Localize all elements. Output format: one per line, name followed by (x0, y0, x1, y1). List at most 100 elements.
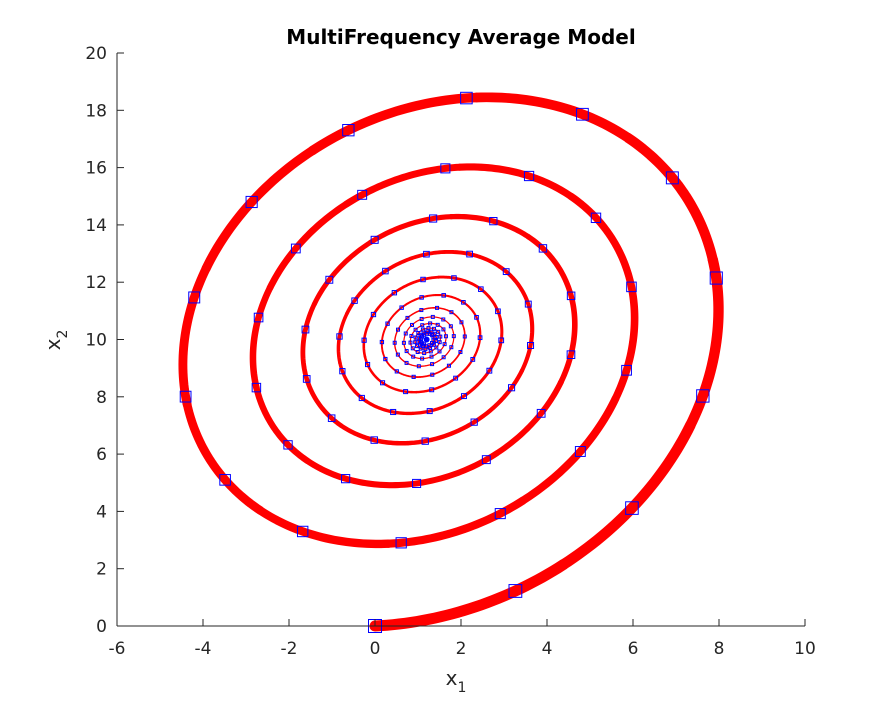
trajectory-line-segment (477, 286, 502, 321)
trajectory-marker (420, 356, 425, 361)
trajectory-marker (416, 330, 421, 335)
trajectory-marker (253, 312, 264, 323)
trajectory-line-segment (437, 275, 481, 290)
trajectory-marker (370, 311, 377, 318)
trajectory-marker (507, 384, 516, 392)
trajectory-marker (404, 349, 409, 354)
trajectory-line-segment (396, 275, 440, 292)
trajectory-marker (443, 334, 448, 339)
trajectory-line-segment (381, 350, 397, 372)
trajectory-line-segment (443, 333, 447, 346)
trajectory-marker (341, 474, 351, 484)
trajectory-marker (420, 276, 426, 283)
trajectory-line-segment (338, 361, 369, 404)
trajectory-marker (621, 364, 632, 376)
trajectory-marker (438, 334, 443, 339)
trajectory-line-segment (404, 361, 423, 367)
trajectory-end-marker (423, 336, 430, 343)
trajectory-line-segment (452, 312, 465, 330)
trajectory-line-segment (456, 163, 575, 201)
trajectory-marker (536, 408, 546, 418)
axes-layer: -6 -4 -2 0 2 4 6 8 10 0 2 4 6 8 10 12 14 16 18 20 (85, 44, 815, 659)
trajectory-marker (696, 389, 710, 403)
trajectory-line-segment (434, 293, 465, 304)
trajectory-marker (459, 320, 464, 325)
trajectory-marker (422, 342, 427, 347)
trajectory-marker (486, 367, 493, 374)
trajectory-line-segment (201, 145, 318, 273)
trajectory-marker (494, 508, 506, 520)
trajectory-marker (179, 390, 192, 403)
trajectory-marker (380, 380, 386, 386)
trajectory-marker (336, 333, 343, 340)
y-tick-label: 12 (85, 273, 107, 293)
y-axis-label: x2 (41, 330, 71, 351)
trajectory-line-segment (345, 269, 388, 316)
trajectory-marker (489, 217, 498, 226)
trajectory-marker (395, 537, 407, 549)
trajectory-marker (405, 315, 410, 320)
trajectory-line-segment (342, 163, 464, 208)
trajectory-line-segment (471, 92, 634, 143)
trajectory-marker (435, 305, 440, 310)
trajectory-marker (446, 363, 451, 368)
trajectory-marker (428, 349, 433, 354)
trajectory-marker (437, 349, 442, 354)
x-tick-label: -4 (195, 639, 212, 659)
trajectory-marker (296, 525, 309, 538)
trajectory-marker (429, 387, 435, 393)
trajectory-marker (478, 286, 484, 292)
trajectory-line-segment (473, 368, 525, 424)
trajectory-marker (470, 357, 476, 362)
y-tick-label: 8 (96, 388, 107, 408)
x-axis-label: x1 (446, 666, 467, 696)
trajectory-line-segment (307, 92, 482, 156)
trajectory-marker (440, 163, 451, 174)
trajectory-marker (401, 340, 406, 345)
trajectory-line-segment (369, 559, 569, 632)
trajectory-marker (423, 250, 430, 258)
trajectory-line-segment (448, 213, 531, 240)
trajectory-marker (470, 418, 478, 426)
trajectory-marker (403, 331, 408, 336)
trajectory-marker (245, 195, 258, 209)
trajectory-marker (626, 281, 637, 293)
trajectory-marker (524, 300, 532, 308)
trajectory-marker (370, 235, 379, 244)
trajectory-line-segment (519, 308, 535, 373)
y-tick-label: 20 (85, 44, 107, 64)
trajectory-marker (527, 341, 535, 350)
trajectory-marker (416, 364, 421, 369)
trajectory-line-segment (380, 325, 387, 353)
trajectory-marker (431, 326, 436, 331)
trajectory-marker (460, 91, 473, 105)
trajectory-line-segment (403, 345, 412, 356)
trajectory-marker (451, 334, 456, 339)
trajectory-marker (427, 343, 432, 348)
trajectory-marker (411, 354, 416, 359)
trajectory-marker (448, 324, 453, 329)
trajectory-line-segment (420, 327, 430, 332)
x-tick-label: 4 (542, 639, 553, 659)
trajectory-marker (434, 345, 439, 350)
trajectory-marker (403, 389, 409, 395)
trajectory-line-segment (418, 368, 446, 378)
trajectory-marker (370, 436, 378, 444)
trajectory-marker (429, 354, 434, 359)
trajectory-marker (327, 414, 336, 422)
x-tick-label: -6 (109, 639, 126, 659)
trajectory-marker (399, 305, 404, 310)
trajectory-marker (383, 356, 388, 362)
trajectory-marker (365, 361, 371, 368)
trajectory-marker (251, 382, 262, 393)
trajectory-marker (412, 478, 422, 488)
trajectory-marker (413, 327, 418, 332)
plot-layer (178, 91, 724, 633)
trajectory-marker (418, 346, 423, 351)
trajectory-marker (441, 327, 446, 332)
trajectory-marker (419, 316, 424, 321)
trajectory-marker (410, 322, 415, 327)
trajectory-marker (477, 335, 483, 341)
